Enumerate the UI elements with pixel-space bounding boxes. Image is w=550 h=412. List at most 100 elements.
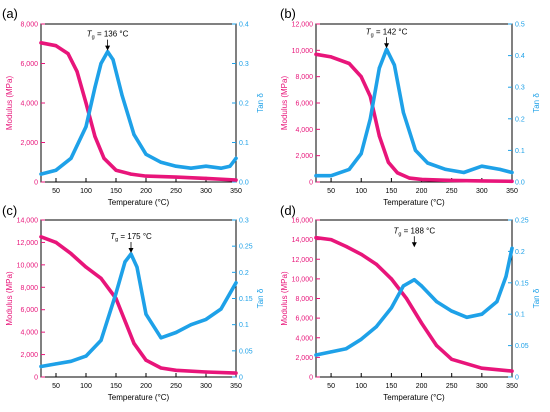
modulus-data-point xyxy=(144,358,148,362)
x-tick-label: 300 xyxy=(200,383,212,390)
y-right-tick-label: 0.05 xyxy=(239,348,253,355)
tan-delta-data-point xyxy=(234,156,238,160)
modulus-data-point xyxy=(102,156,106,160)
tan-delta-data-point xyxy=(510,246,514,250)
tan-delta-data-point xyxy=(129,252,133,256)
tan-delta-data-point xyxy=(54,168,58,172)
y-right-tick-label: 0.1 xyxy=(239,322,249,329)
modulus-data-point xyxy=(407,176,412,180)
tg-subscript: g xyxy=(398,231,401,237)
modulus-data-point xyxy=(314,52,318,56)
tan-delta-data-point xyxy=(412,278,416,282)
y-right-axis-label: Tan δ xyxy=(532,288,541,308)
tg-subscript: g xyxy=(371,32,374,38)
tan-delta-data-point xyxy=(120,93,124,97)
tg-symbol: T xyxy=(393,226,399,235)
y-left-tick-label: 0 xyxy=(309,375,313,382)
modulus-data-point xyxy=(344,244,348,249)
modulus-data-point xyxy=(314,236,318,240)
y-right-axis-label: Tan δ xyxy=(256,93,265,113)
y-left-tick-label: 14,000 xyxy=(17,218,39,225)
tan-delta-series-line xyxy=(314,47,514,178)
x-tick-label: 100 xyxy=(355,383,367,390)
modulus-data-point xyxy=(99,276,103,280)
y-left-tick-label: 2,000 xyxy=(20,352,38,359)
y-right-tick-label: 0.0 xyxy=(515,180,525,187)
y-left-tick-label: 0 xyxy=(34,375,38,382)
y-right-tick-label: 0.25 xyxy=(515,218,529,225)
y-left-tick-label: 6,000 xyxy=(20,307,38,314)
x-tick-label: 250 xyxy=(170,188,182,195)
x-tick-label: 100 xyxy=(80,383,92,390)
modulus-data-point xyxy=(347,61,351,66)
tan-delta-data-point xyxy=(347,167,351,171)
modulus-data-point xyxy=(480,366,484,370)
y-left-axis-label: Modulus (MPa) xyxy=(5,271,14,326)
tg-arrow-head xyxy=(105,45,111,51)
x-tick-label: 250 xyxy=(170,383,182,390)
x-tick-label: 100 xyxy=(80,188,92,195)
y-right-tick-label: 0.25 xyxy=(239,244,253,251)
tan-delta-data-point xyxy=(189,323,193,327)
tan-delta-data-point xyxy=(174,330,178,335)
modulus-data-point xyxy=(144,174,148,178)
modulus-data-point xyxy=(159,366,163,370)
y-left-axis-label: Modulus (MPa) xyxy=(280,76,289,131)
tan-delta-data-point xyxy=(480,312,484,316)
y-left-tick-label: 12,000 xyxy=(292,22,314,29)
modulus-data-point xyxy=(329,55,333,59)
modulus-data-point xyxy=(75,69,79,73)
panel-label: (d) xyxy=(280,203,296,218)
tan-delta-data-point xyxy=(462,170,466,175)
y-right-tick-label: 0 xyxy=(239,375,243,382)
tg-symbol: T xyxy=(110,232,116,241)
y-left-tick-label: 12,000 xyxy=(292,257,314,264)
y-left-tick-label: 0 xyxy=(309,180,313,187)
y-left-tick-label: 6,000 xyxy=(295,101,313,108)
tan-delta-data-point xyxy=(392,63,396,67)
modulus-data-point xyxy=(404,296,409,301)
tan-delta-data-point xyxy=(359,152,363,156)
y-left-tick-label: 8,000 xyxy=(20,22,38,29)
tan-delta-data-point xyxy=(389,306,393,310)
tan-delta-data-point xyxy=(465,315,469,319)
modulus-data-point xyxy=(450,178,454,182)
panel-1: (a) 50 100 150 200 250 300 350 0 2,000 4,000 6,000 8… xyxy=(2,6,265,207)
y-left-tick-label: 12,000 xyxy=(17,240,39,247)
panel-label: (a) xyxy=(2,6,18,21)
tan-delta-series-line xyxy=(314,246,514,357)
x-tick-label: 350 xyxy=(506,188,518,195)
tan-delta-data-point xyxy=(344,347,348,351)
tan-delta-data-point xyxy=(426,161,430,165)
modulus-data-point xyxy=(54,44,58,48)
y-right-tick-label: 0.15 xyxy=(515,280,529,287)
y-right-tick-label: 0.15 xyxy=(239,296,253,303)
y-right-tick-label: 0.2 xyxy=(239,101,249,108)
tan-delta-data-point xyxy=(231,160,235,164)
tan-delta-data-point xyxy=(69,156,73,160)
y-right-tick-label: 0.4 xyxy=(515,53,525,60)
tan-delta-data-point xyxy=(39,364,43,369)
tan-delta-data-point xyxy=(401,284,405,288)
modulus-data-point xyxy=(39,41,43,45)
x-tick-label: 300 xyxy=(476,188,488,195)
tan-delta-data-point xyxy=(510,170,514,175)
x-axis-label: Temperature (°C) xyxy=(383,393,445,402)
x-tick-label: 50 xyxy=(52,383,60,390)
modulus-data-point xyxy=(359,75,363,79)
tg-value: = 188 °C xyxy=(401,226,435,235)
y-right-tick-label: 0.05 xyxy=(515,343,529,350)
tan-delta-data-point xyxy=(444,167,448,171)
tan-delta-data-point xyxy=(99,61,103,66)
tan-delta-data-point xyxy=(495,300,499,304)
tg-arrow-head xyxy=(411,242,417,248)
tan-delta-data-point xyxy=(219,307,223,311)
tan-delta-data-point xyxy=(504,274,508,279)
tg-annotation: Tg = 175 °C xyxy=(110,232,152,243)
modulus-data-point xyxy=(359,252,363,256)
x-tick-label: 350 xyxy=(506,383,518,390)
modulus-data-point xyxy=(132,341,136,345)
modulus-data-point xyxy=(93,135,97,139)
modulus-data-point xyxy=(386,160,390,164)
x-tick-label: 300 xyxy=(476,383,488,390)
